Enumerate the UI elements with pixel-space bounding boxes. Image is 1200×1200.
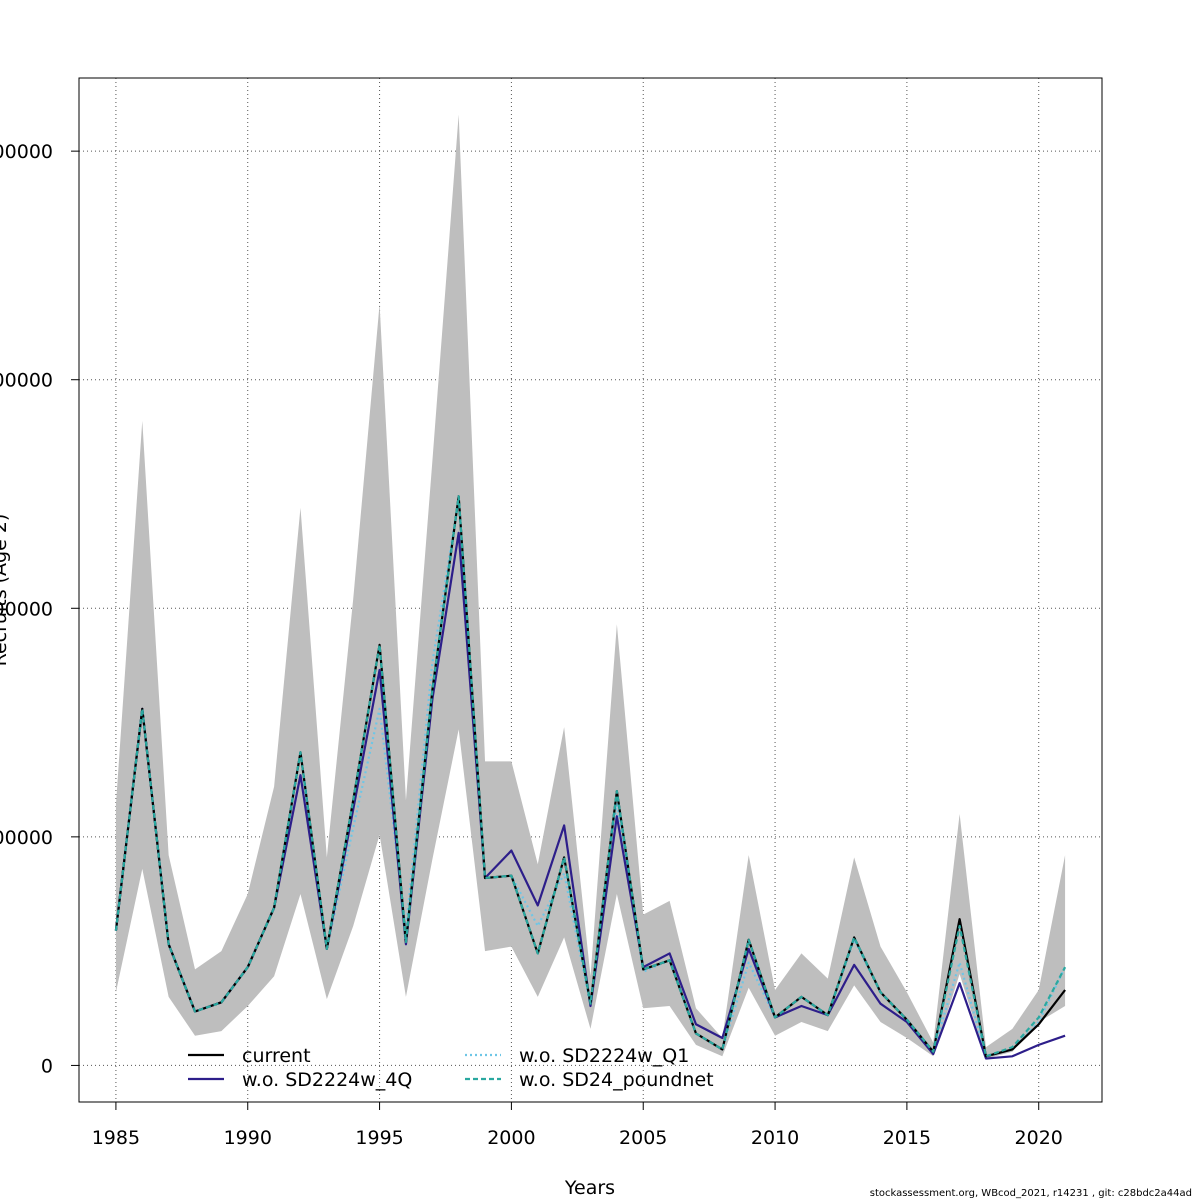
axes: 1985 1990 1995 2000 2005 2010 2015 2020 0 500000 1… xyxy=(0,141,1063,1149)
y-tick-label: 1500000 xyxy=(0,370,53,392)
x-tick-label: 2005 xyxy=(619,1127,667,1149)
x-tick-label: 2000 xyxy=(487,1127,535,1149)
y-tick-label: 0 xyxy=(41,1055,53,1077)
x-tick-label: 1985 xyxy=(92,1127,140,1149)
x-tick-label: 2020 xyxy=(1015,1127,1063,1149)
y-tick-label: 1000000 xyxy=(0,598,53,620)
x-tick-label: 2015 xyxy=(883,1127,931,1149)
series-line-w-o-sd24-poundnet xyxy=(114,495,1067,1058)
legend-label: current xyxy=(242,1045,311,1067)
series-lines xyxy=(114,495,1067,1060)
x-tick-label: 1990 xyxy=(224,1127,272,1149)
confidence-band-area xyxy=(115,114,1066,1059)
y-axis-label: Recruits (Age 2) xyxy=(0,514,11,667)
legend-label: w.o. SD2224w_4Q xyxy=(242,1069,412,1091)
legend-label: w.o. SD24_poundnet xyxy=(519,1069,714,1091)
y-tick-label: 500000 xyxy=(0,827,53,849)
legend-label: w.o. SD2224w_Q1 xyxy=(519,1045,689,1067)
plot-frame xyxy=(78,77,1103,1103)
footer-credit: stockassessment.org, WBcod_2021, r14231 … xyxy=(869,1188,1192,1199)
x-tick-label: 2010 xyxy=(751,1127,799,1149)
x-axis-label: Years xyxy=(564,1177,615,1199)
x-tick-label: 1995 xyxy=(355,1127,403,1149)
confidence-band xyxy=(115,114,1066,1059)
